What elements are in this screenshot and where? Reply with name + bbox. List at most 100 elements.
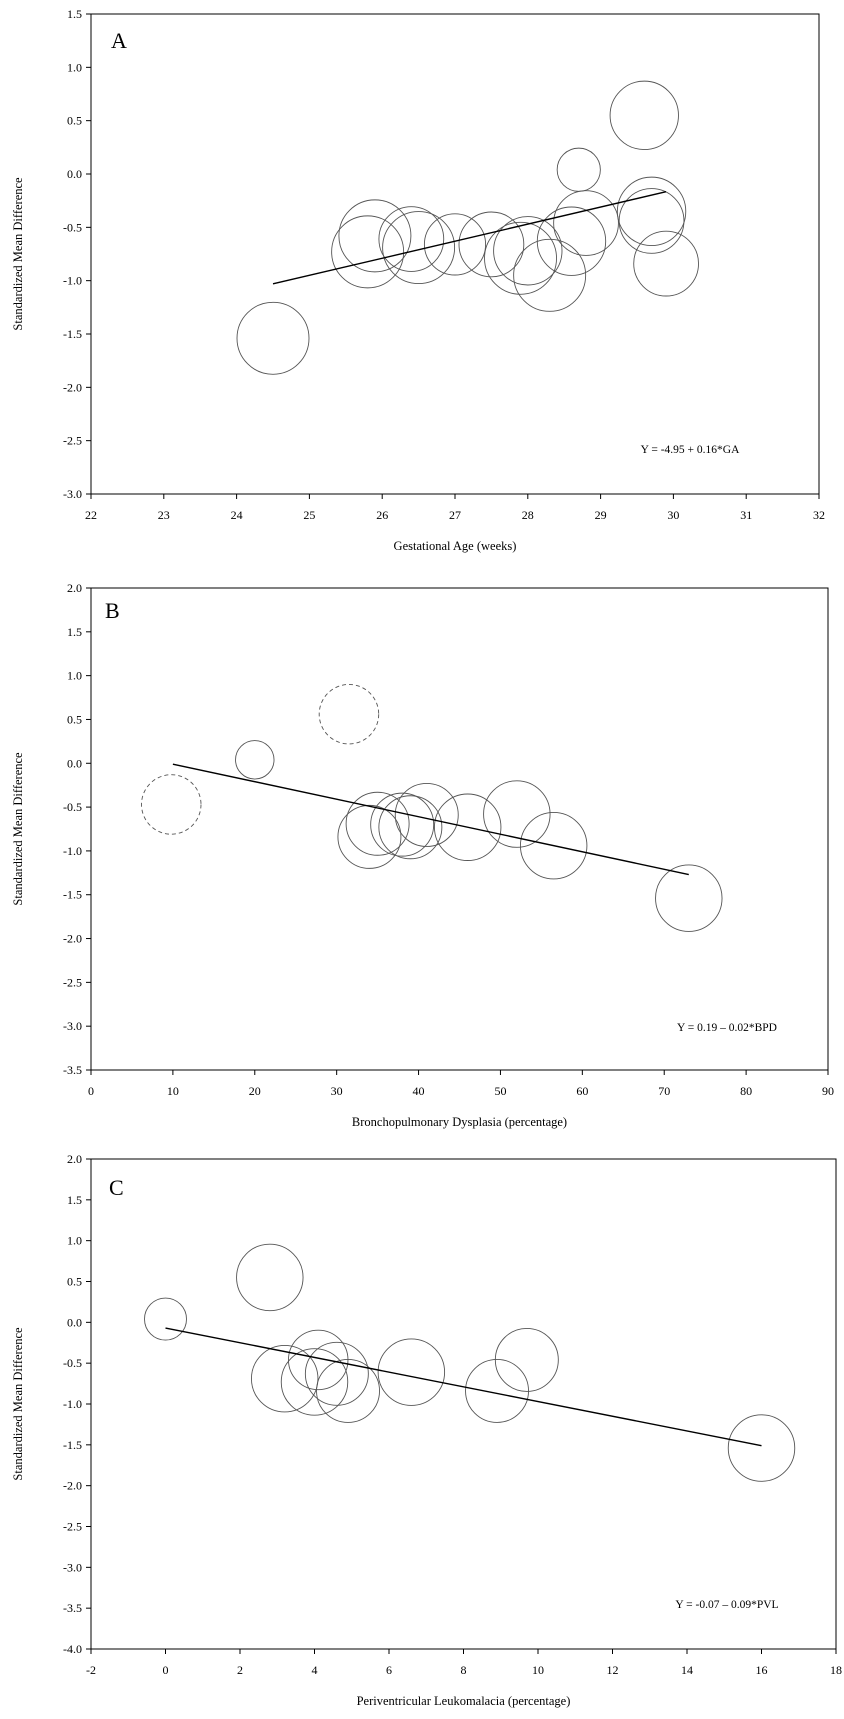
y-tick-label: -1.5 (63, 327, 82, 341)
y-tick-label: 2.0 (67, 581, 82, 595)
study-bubble (141, 774, 202, 835)
y-tick-label: -1.5 (63, 1438, 82, 1452)
x-tick-label: 50 (494, 1084, 506, 1098)
study-bubble (493, 216, 563, 286)
y-tick-label: 1.5 (67, 625, 82, 639)
x-tick-label: 90 (822, 1084, 834, 1098)
plot-frame (90, 587, 829, 1071)
x-tick-label: 30 (331, 1084, 343, 1098)
y-axis-title: Standardized Mean Difference (11, 1327, 25, 1481)
x-tick-label: 70 (658, 1084, 670, 1098)
x-tick-label: 0 (163, 1663, 169, 1677)
x-tick-label: 8 (461, 1663, 467, 1677)
study-bubble (377, 1338, 446, 1406)
x-tick-label: 27 (449, 508, 461, 522)
x-tick-label: 31 (740, 508, 752, 522)
study-bubble (484, 221, 557, 295)
y-tick-label: -1.0 (63, 274, 82, 288)
x-tick-label: 26 (376, 508, 388, 522)
study-bubble (618, 188, 685, 254)
study-bubble (513, 238, 587, 312)
plot-frame (90, 13, 820, 495)
chart-panel-a: -3.0 -2.5 -2.0 -1.5 -1.0 -0.5 0.0 0.5 1.0 1.5 22 23… (11, 7, 825, 553)
study-bubble (655, 864, 723, 932)
chart-panel-c: -4.0 -3.5 -3.0 -2.5 -2.0 -1.5 -1.0 -0.5 0.0 0.5 1.… (11, 1152, 842, 1708)
x-tick-label: 25 (303, 508, 315, 522)
study-bubble (288, 1329, 349, 1391)
y-tick-label: -2.0 (63, 932, 82, 946)
y-tick-label: -0.5 (63, 1356, 82, 1370)
regression-line (172, 763, 689, 876)
y-tick-label: 1.0 (67, 60, 82, 74)
study-bubble (236, 1243, 304, 1312)
study-bubble (616, 176, 687, 246)
study-bubble (382, 211, 456, 285)
y-tick-label: -3.0 (63, 487, 82, 501)
study-bubble (236, 301, 310, 375)
x-tick-label: 16 (756, 1663, 768, 1677)
y-tick-label: -2.0 (63, 1479, 82, 1493)
study-bubble (338, 199, 412, 273)
x-tick-label: 12 (607, 1663, 619, 1677)
study-bubble (331, 215, 405, 289)
y-tick-label: -1.5 (63, 888, 82, 902)
x-tick-label: 23 (158, 508, 170, 522)
y-tick-label: 1.0 (67, 1234, 82, 1248)
x-tick-label: 0 (88, 1084, 94, 1098)
regression-line (272, 191, 667, 285)
x-tick-label: 4 (312, 1663, 318, 1677)
study-bubble (337, 804, 402, 869)
panel-letter: C (109, 1175, 124, 1200)
y-tick-label: -0.5 (63, 800, 82, 814)
study-bubble (519, 811, 588, 880)
x-tick-label: 14 (681, 1663, 693, 1677)
y-tick-label: -0.5 (63, 220, 82, 234)
x-tick-label: 20 (249, 1084, 261, 1098)
study-bubble (556, 147, 601, 192)
study-bubble (378, 795, 443, 860)
x-tick-label: 10 (167, 1084, 179, 1098)
y-tick-label: -2.5 (63, 1520, 82, 1534)
y-tick-label: 0.0 (67, 756, 82, 770)
y-tick-label: -3.5 (63, 1601, 82, 1615)
regression-equation: Y = 0.19 – 0.02*BPD (677, 1022, 777, 1034)
x-axis-title: Gestational Age (weeks) (394, 539, 517, 553)
y-axis-title: Standardized Mean Difference (11, 177, 25, 331)
y-tick-label: 1.0 (67, 669, 82, 683)
x-axis-title: Bronchopulmonary Dysplasia (percentage) (352, 1115, 567, 1129)
y-tick-label: 1.5 (67, 1193, 82, 1207)
y-tick-label: 0.5 (67, 712, 82, 726)
y-tick-label: 0.0 (67, 1315, 82, 1329)
regression-line (165, 1327, 762, 1447)
y-tick-label: -4.0 (63, 1642, 82, 1656)
study-bubble (394, 783, 459, 847)
study-bubble (494, 1327, 559, 1392)
y-tick-label: 0.5 (67, 1275, 82, 1289)
study-bubble (483, 780, 551, 848)
study-bubble (251, 1344, 319, 1413)
y-tick-label: 1.5 (67, 7, 82, 21)
panel-letter: B (105, 598, 120, 623)
study-bubble (235, 740, 275, 780)
chart-panel-b: -3.5 -3.0 -2.5 -2.0 -1.5 -1.0 -0.5 0.0 0.5 1.0 1.5… (11, 581, 834, 1129)
y-tick-label: -2.0 (63, 380, 82, 394)
study-bubble (458, 211, 525, 278)
y-tick-label: 2.0 (67, 1152, 82, 1166)
y-tick-label: 0.5 (67, 114, 82, 128)
study-bubble (370, 792, 435, 857)
y-tick-label: -2.5 (63, 434, 82, 448)
study-bubble (433, 793, 502, 861)
y-tick-label: 0.0 (67, 167, 82, 181)
x-tick-label: 29 (595, 508, 607, 522)
x-tick-label: 10 (532, 1663, 544, 1677)
study-bubble (609, 80, 679, 150)
study-bubble (378, 206, 445, 272)
x-tick-label: 30 (667, 508, 679, 522)
x-tick-label: 60 (576, 1084, 588, 1098)
plot-frame (90, 1158, 837, 1650)
y-tick-label: -1.0 (63, 844, 82, 858)
x-tick-label: 2 (237, 1663, 243, 1677)
study-bubble (727, 1414, 796, 1482)
study-bubble (633, 230, 699, 297)
